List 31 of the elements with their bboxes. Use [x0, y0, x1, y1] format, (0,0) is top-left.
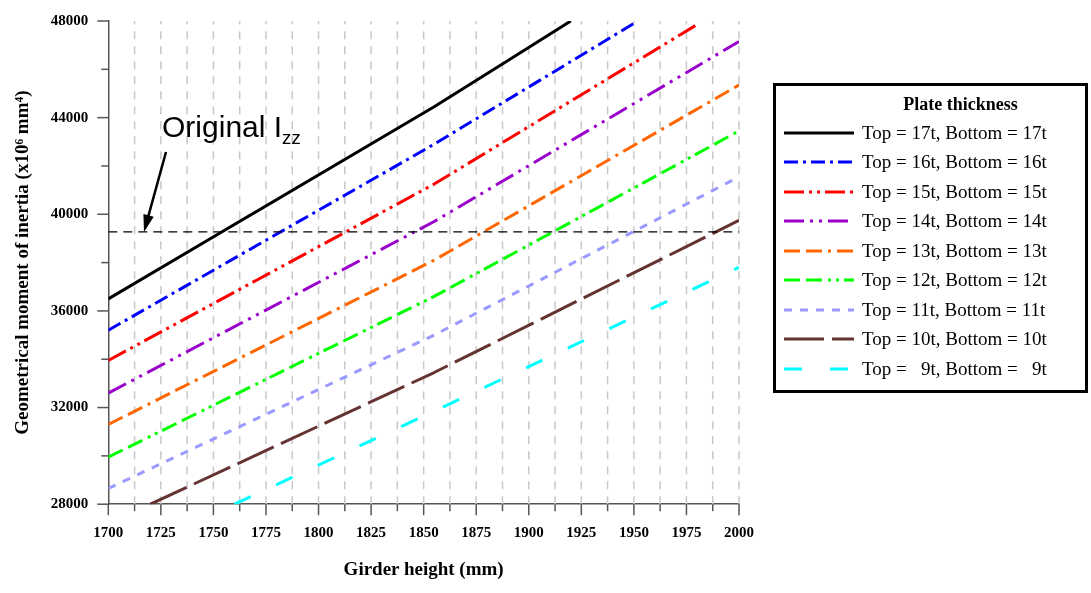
x-tick-label: 1800 [303, 524, 334, 541]
x-tick-label: 1725 [145, 524, 176, 541]
y-tick-label: 44000 [50, 108, 89, 125]
x-tick-label: 1775 [250, 524, 281, 541]
legend-label: Top = 10t, Bottom = 10t [862, 328, 1047, 351]
x-axis-title: Girder height (mm) [343, 557, 504, 580]
legend-label: Top = 17t, Bottom = 17t [862, 121, 1047, 144]
legend-label: Top = 15t, Bottom = 15t [862, 180, 1047, 203]
x-tick-label: 1875 [461, 524, 492, 541]
y-tick-label: 36000 [50, 301, 89, 318]
x-tick-label: 1850 [408, 524, 439, 541]
legend-label: Top = 11t, Bottom = 11t [862, 298, 1046, 321]
legend-label: Top = 12t, Bottom = 12t [862, 269, 1047, 292]
x-tick-label: 1950 [618, 524, 649, 541]
legend-label: Top = 13t, Bottom = 13t [862, 239, 1047, 262]
y-tick-label: 40000 [50, 205, 89, 222]
y-axis-title: Geometrical moment of inertia (x10⁶ mm⁴) [11, 90, 34, 435]
legend-label: Top = 16t, Bottom = 16t [862, 151, 1047, 174]
legend-label: Top = 9t, Bottom = 9t [862, 357, 1047, 380]
y-tick-label: 32000 [50, 398, 89, 415]
y-tick-label: 48000 [50, 11, 89, 28]
legend-label: Top = 14t, Bottom = 14t [862, 210, 1047, 233]
x-tick-label: 1900 [513, 524, 544, 541]
x-tick-label: 2000 [724, 524, 754, 541]
x-tick-label: 1825 [356, 524, 387, 541]
legend-title: Plate thickness [902, 93, 1019, 116]
x-tick-label: 1700 [93, 524, 124, 541]
x-tick-label: 1975 [671, 524, 702, 541]
x-tick-label: 1750 [198, 524, 229, 541]
x-tick-label: 1925 [566, 524, 597, 541]
y-tick-label: 28000 [50, 495, 89, 512]
